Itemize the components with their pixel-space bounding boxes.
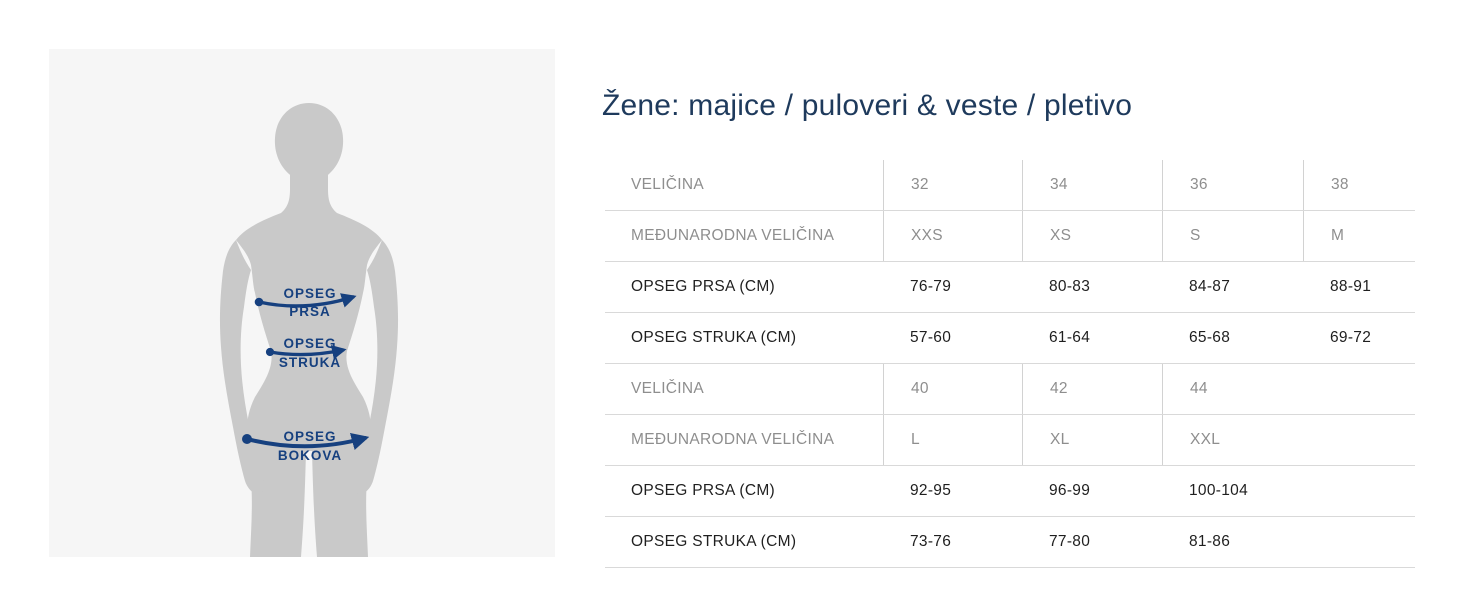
- table-row: OPSEG PRSA (CM) 76-79 80-83 84-87 88-91: [605, 262, 1415, 313]
- cell-value: 40: [883, 364, 1022, 414]
- waist-label-line1: OPSEG: [283, 336, 336, 351]
- chest-label-line1: OPSEG: [283, 286, 336, 301]
- cell-value: XXL: [1162, 415, 1415, 465]
- measurement-arrows: [242, 293, 370, 450]
- measurement-labels: OPSEG PRSA OPSEG STRUKA OPSEG BOKOVA: [278, 286, 342, 463]
- cell-value: 96-99: [1049, 482, 1091, 499]
- cell-value: 80-83: [1049, 278, 1091, 295]
- cell-value: 61-64: [1049, 329, 1091, 346]
- cell-value: 81-86: [1189, 533, 1231, 550]
- row-label: OPSEG STRUKA (CM): [631, 329, 797, 346]
- table-row: MEĐUNARODNA VELIČINA XXS XS S M: [605, 211, 1415, 262]
- cell-value: 76-79: [910, 278, 952, 295]
- page-title: Žene: majice / puloveri & veste / pletiv…: [602, 89, 1133, 123]
- cell-value: 100-104: [1189, 482, 1248, 499]
- row-label: VELIČINA: [631, 176, 705, 193]
- cell-value: S: [1162, 211, 1303, 261]
- cell-value: 42: [1022, 364, 1162, 414]
- table-row: OPSEG PRSA (CM) 92-95 96-99 100-104: [605, 466, 1415, 517]
- cell-value: 32: [883, 160, 1022, 210]
- row-label: OPSEG STRUKA (CM): [631, 533, 797, 550]
- chest-measure-arrow: [257, 293, 357, 308]
- waist-measure-arrow: [268, 345, 347, 360]
- cell-value: XXS: [883, 211, 1022, 261]
- table-row: OPSEG STRUKA (CM) 57-60 61-64 65-68 69-72: [605, 313, 1415, 364]
- cell-value: 65-68: [1189, 329, 1231, 346]
- row-label: MEĐUNARODNA VELIČINA: [631, 431, 835, 448]
- cell-value: 84-87: [1189, 278, 1231, 295]
- cell-value: 69-72: [1330, 329, 1372, 346]
- cell-value: L: [883, 415, 1022, 465]
- hips-measure-arrow: [245, 433, 370, 450]
- chest-label-line2: PRSA: [289, 304, 331, 319]
- row-label: MEĐUNARODNA VELIČINA: [631, 227, 835, 244]
- size-table: VELIČINA 32 34 36 38 MEĐUNARODNA VELIČINA XXS X…: [605, 160, 1415, 568]
- waist-label-line2: STRUKA: [279, 355, 341, 370]
- row-label: VELIČINA: [631, 380, 705, 397]
- cell-value: 77-80: [1049, 533, 1091, 550]
- table-row: VELIČINA 40 42 44: [605, 364, 1415, 415]
- cell-value: M: [1303, 211, 1415, 261]
- cell-value: XL: [1022, 415, 1162, 465]
- hips-label-line1: OPSEG: [283, 429, 336, 444]
- cell-value: 57-60: [910, 329, 952, 346]
- cell-value: XS: [1022, 211, 1162, 261]
- table-row: MEĐUNARODNA VELIČINA L XL XXL: [605, 415, 1415, 466]
- measurement-figure-panel: OPSEG PRSA OPSEG STRUKA OPSEG BOKOVA: [49, 49, 555, 557]
- cell-value: 36: [1162, 160, 1303, 210]
- hips-label-line2: BOKOVA: [278, 448, 342, 463]
- row-label: OPSEG PRSA (CM): [631, 482, 776, 499]
- cell-value: 38: [1303, 160, 1415, 210]
- row-label: OPSEG PRSA (CM): [631, 278, 776, 295]
- cell-value: 44: [1162, 364, 1415, 414]
- cell-value: 34: [1022, 160, 1162, 210]
- table-row: VELIČINA 32 34 36 38: [605, 160, 1415, 211]
- female-silhouette-diagram: OPSEG PRSA OPSEG STRUKA OPSEG BOKOVA: [219, 103, 399, 557]
- cell-value: 88-91: [1330, 278, 1372, 295]
- cell-value: 92-95: [910, 482, 952, 499]
- female-body-silhouette: [219, 103, 399, 557]
- cell-value: 73-76: [910, 533, 952, 550]
- table-row: OPSEG STRUKA (CM) 73-76 77-80 81-86: [605, 517, 1415, 568]
